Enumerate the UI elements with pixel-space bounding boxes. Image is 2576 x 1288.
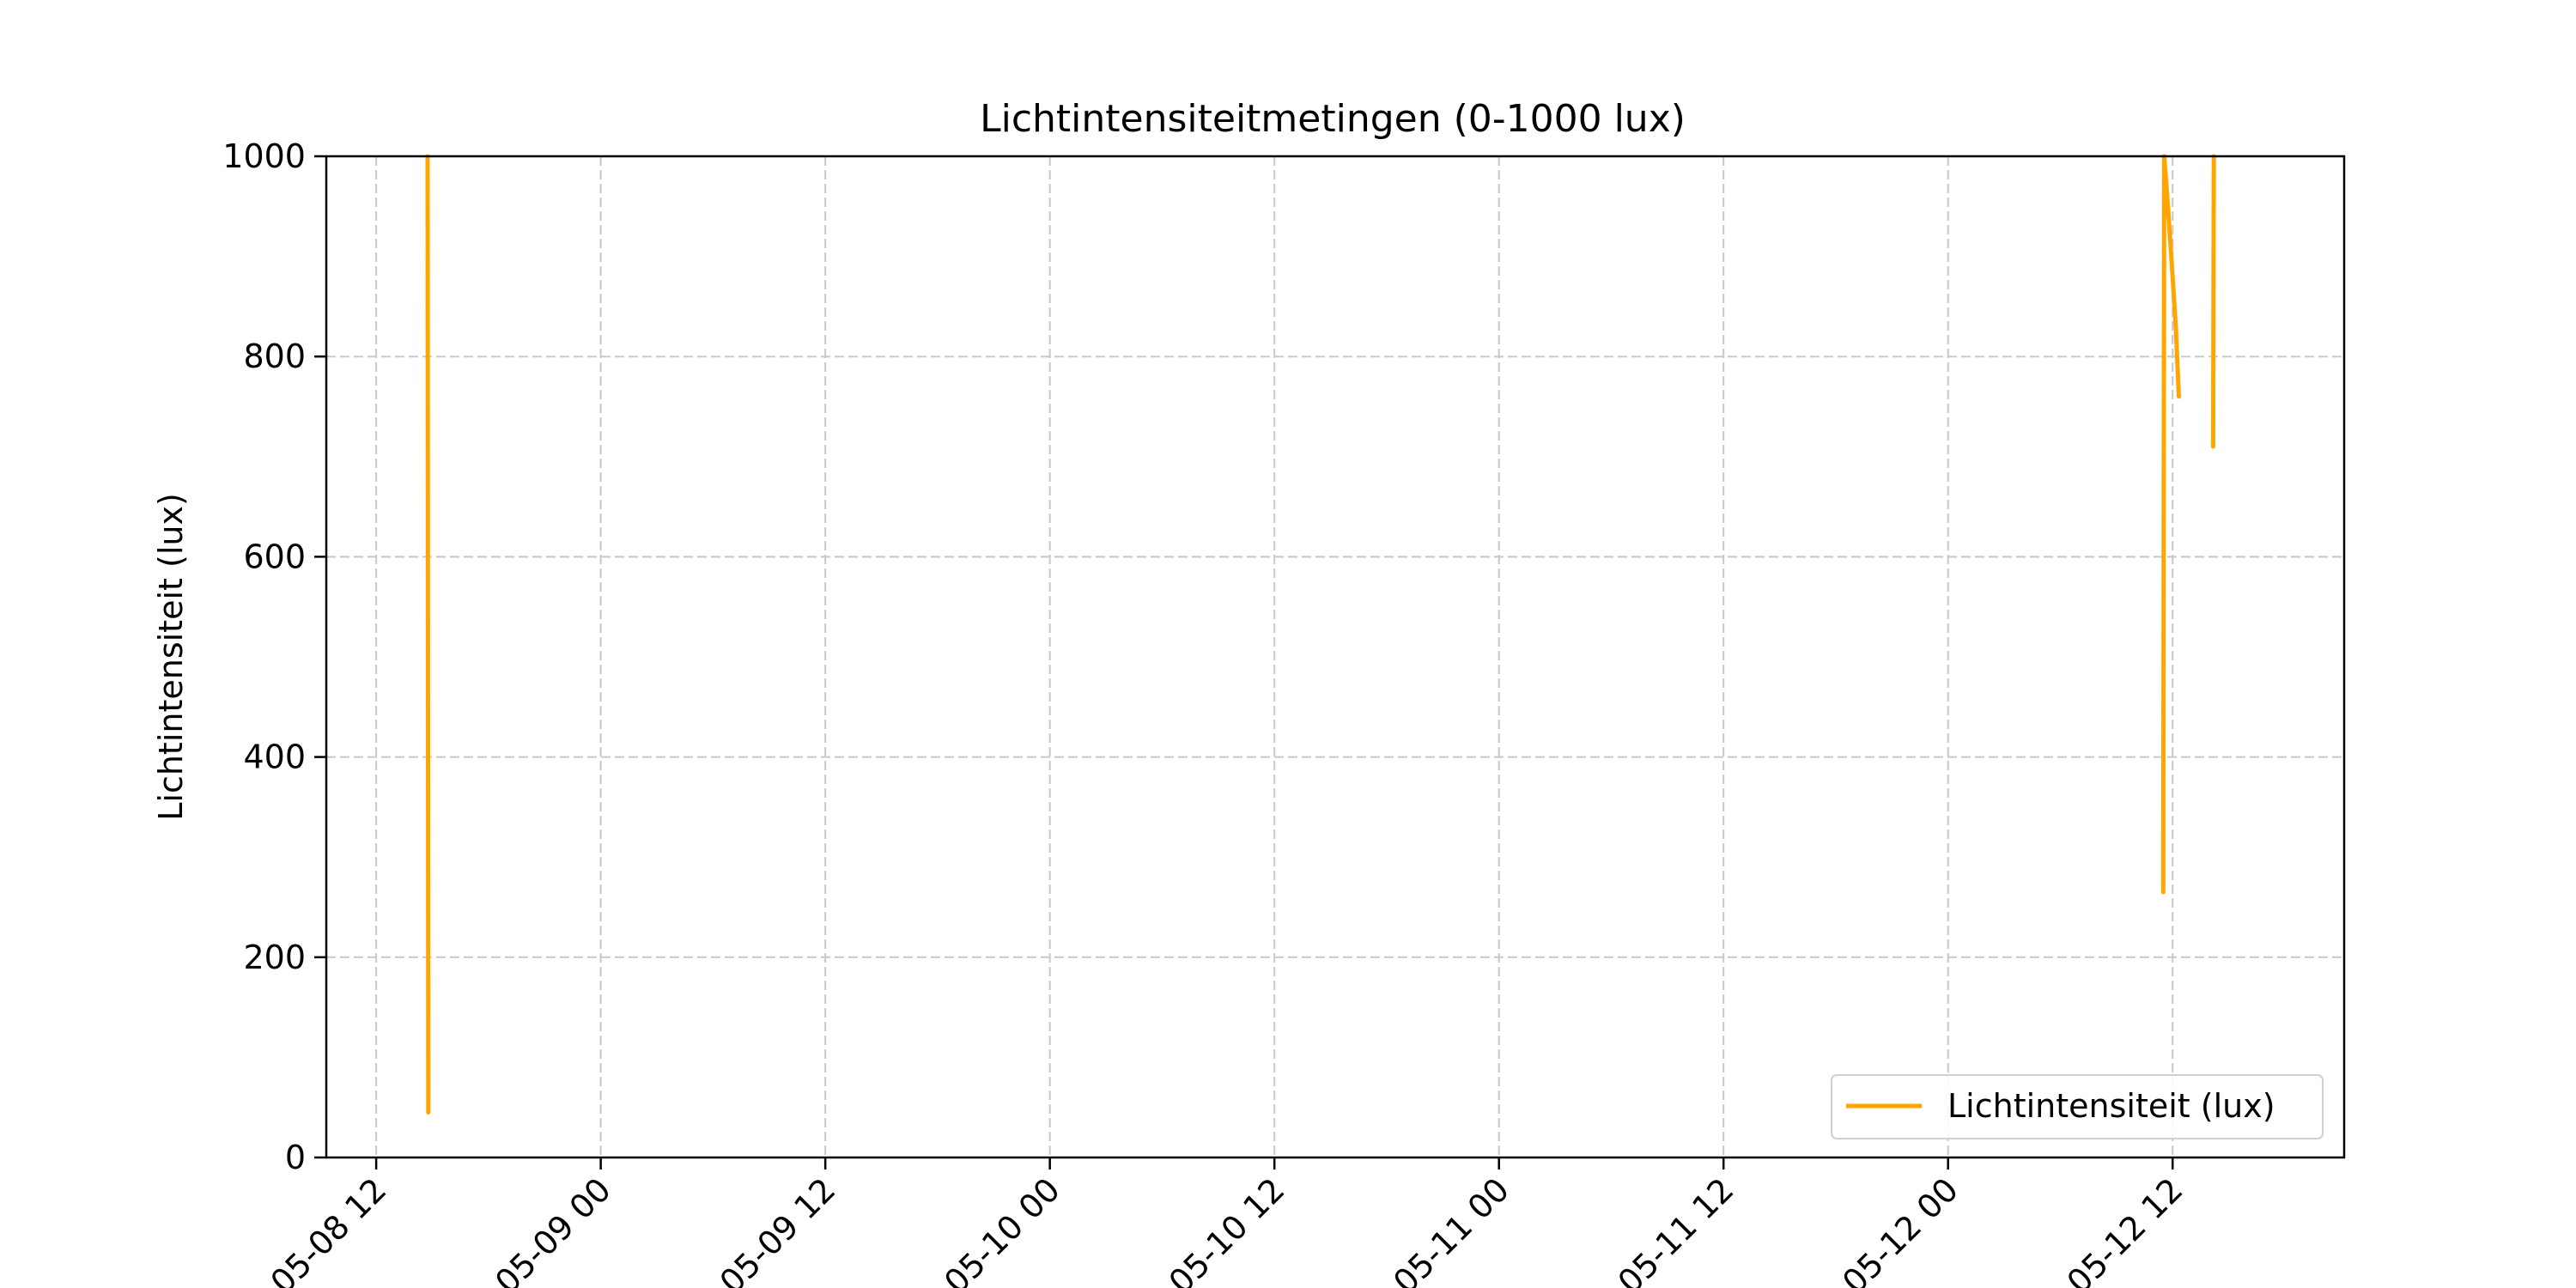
y-tick-label: 0 [285,1139,306,1176]
x-tick-label: 05-10 00 [937,1170,1067,1288]
y-axis-label: Lichtintensiteit (lux) [152,493,190,821]
plot-frame [325,155,2346,1159]
x-tick-label: 05-09 00 [488,1170,618,1288]
x-tick-label: 05-11 12 [1611,1170,1741,1288]
x-tick-label: 05-10 12 [1162,1170,1292,1288]
series-line-segment [2160,154,2181,895]
legend-entry: Lichtintensiteit (lux) [1947,1087,2275,1125]
legend: Lichtintensiteit (lux) [1831,1074,2324,1139]
y-tick-label: 1000 [222,137,306,175]
series-layer [425,154,2216,1115]
y-axis-ticks: 0 200 400 600 800 1000 [222,137,326,1176]
x-tick-label: 05-12 00 [1835,1170,1965,1288]
y-tick-label: 400 [243,738,306,776]
y-tick-label: 200 [243,939,306,976]
grid-lines [326,156,2344,1157]
y-tick-label: 800 [243,337,306,375]
legend-box [1831,1074,2324,1139]
x-tick-label: 05-09 12 [713,1170,843,1288]
x-tick-label: 05-11 00 [1386,1170,1516,1288]
series-line-segment [2210,154,2216,449]
y-tick-label: 600 [243,538,306,575]
x-tick-label: 05-08 12 [264,1170,394,1288]
x-tick-label: 05-12 12 [2060,1170,2190,1288]
x-axis-ticks: 05-08 12 05-09 00 05-09 12 05-10 00 05-10 12… [264,1157,2190,1288]
chart-title: Lichtintensiteitmetingen (0-1000 lux) [980,97,1686,141]
